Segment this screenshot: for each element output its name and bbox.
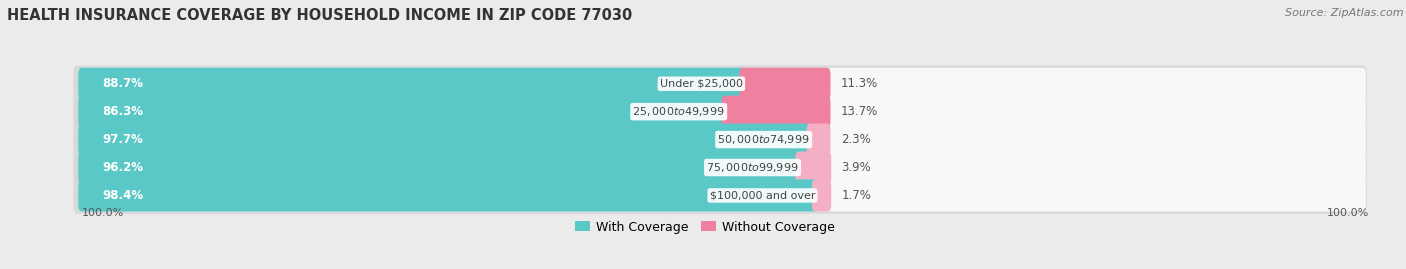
FancyBboxPatch shape (807, 123, 831, 156)
FancyBboxPatch shape (79, 123, 813, 156)
Text: $50,000 to $74,999: $50,000 to $74,999 (717, 133, 810, 146)
Text: $100,000 and over: $100,000 and over (710, 190, 815, 200)
FancyBboxPatch shape (79, 123, 1365, 156)
FancyBboxPatch shape (73, 65, 1367, 102)
FancyBboxPatch shape (73, 121, 1367, 158)
FancyBboxPatch shape (79, 179, 1365, 211)
Text: 1.7%: 1.7% (841, 189, 872, 202)
Text: 86.3%: 86.3% (101, 105, 143, 118)
FancyBboxPatch shape (73, 149, 1367, 186)
FancyBboxPatch shape (73, 93, 1367, 130)
FancyBboxPatch shape (79, 68, 747, 100)
Text: 97.7%: 97.7% (101, 133, 143, 146)
FancyBboxPatch shape (796, 151, 831, 183)
Text: Source: ZipAtlas.com: Source: ZipAtlas.com (1285, 8, 1403, 18)
Text: 13.7%: 13.7% (841, 105, 877, 118)
Legend: With Coverage, Without Coverage: With Coverage, Without Coverage (575, 221, 835, 234)
FancyBboxPatch shape (79, 151, 803, 183)
FancyBboxPatch shape (73, 177, 1367, 214)
FancyBboxPatch shape (79, 95, 1365, 128)
FancyBboxPatch shape (79, 151, 1365, 183)
FancyBboxPatch shape (811, 179, 831, 211)
Text: 98.4%: 98.4% (101, 189, 143, 202)
FancyBboxPatch shape (79, 95, 728, 128)
Text: HEALTH INSURANCE COVERAGE BY HOUSEHOLD INCOME IN ZIP CODE 77030: HEALTH INSURANCE COVERAGE BY HOUSEHOLD I… (7, 8, 633, 23)
FancyBboxPatch shape (721, 95, 831, 128)
Text: 88.7%: 88.7% (101, 77, 143, 90)
Text: Under $25,000: Under $25,000 (659, 79, 742, 89)
Text: $75,000 to $99,999: $75,000 to $99,999 (706, 161, 799, 174)
Text: 2.3%: 2.3% (841, 133, 870, 146)
FancyBboxPatch shape (740, 68, 831, 100)
Text: 100.0%: 100.0% (82, 208, 124, 218)
Text: 100.0%: 100.0% (1327, 208, 1369, 218)
Text: 96.2%: 96.2% (101, 161, 143, 174)
FancyBboxPatch shape (79, 68, 1365, 100)
Text: 3.9%: 3.9% (841, 161, 872, 174)
Text: $25,000 to $49,999: $25,000 to $49,999 (633, 105, 725, 118)
FancyBboxPatch shape (79, 179, 818, 211)
Text: 11.3%: 11.3% (841, 77, 877, 90)
